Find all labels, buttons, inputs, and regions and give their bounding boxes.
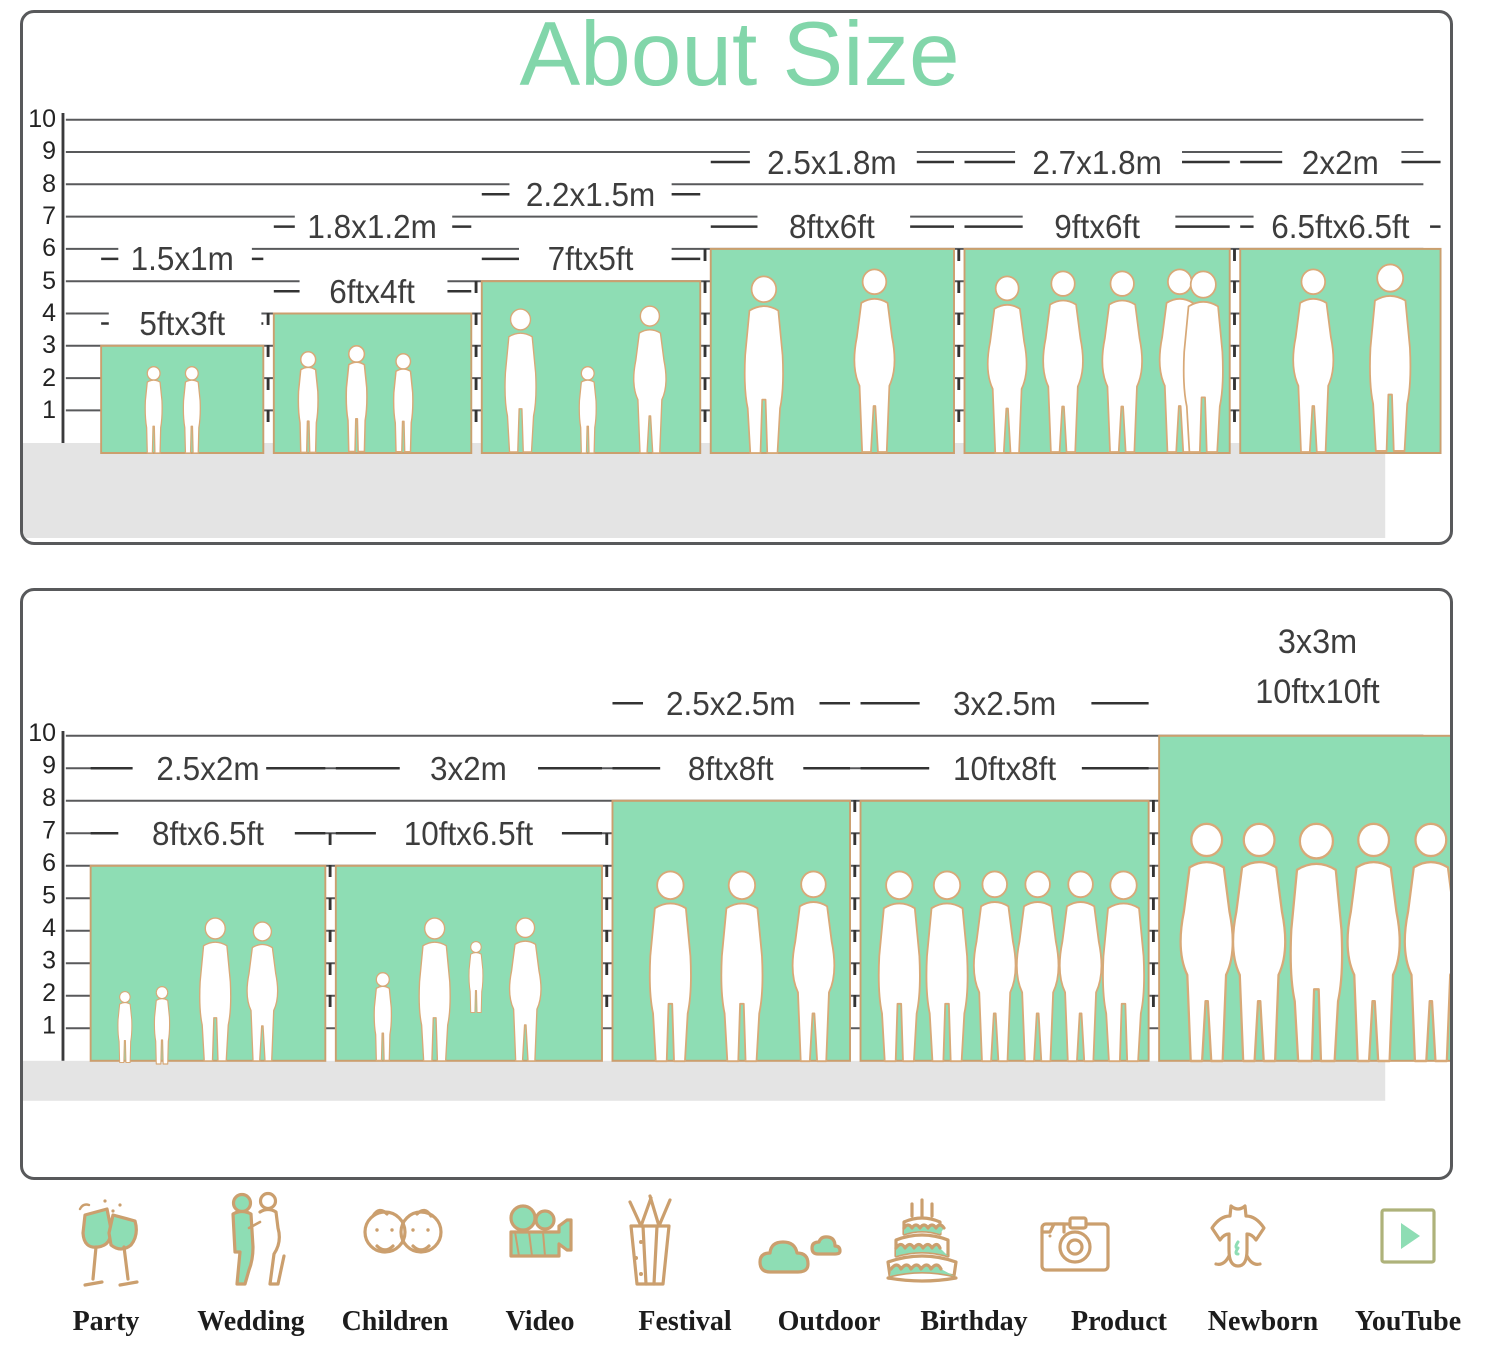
svg-text:Product: Product [1071, 1306, 1168, 1337]
svg-text:Newborn: Newborn [1208, 1306, 1319, 1337]
svg-text:9ftx6ft: 9ftx6ft [1054, 208, 1140, 245]
svg-text:3: 3 [42, 331, 56, 359]
svg-text:2.2x1.5m: 2.2x1.5m [526, 176, 655, 213]
svg-text:9: 9 [42, 137, 56, 165]
svg-text:Outdoor: Outdoor [778, 1306, 881, 1337]
svg-text:10ftx10ft: 10ftx10ft [1255, 673, 1379, 711]
svg-text:8ftx6.5ft: 8ftx6.5ft [152, 815, 264, 852]
svg-text:7ftx5ft: 7ftx5ft [548, 240, 634, 277]
svg-text:2.5x2m: 2.5x2m [156, 750, 259, 787]
svg-text:1.8x1.2m: 1.8x1.2m [307, 208, 436, 245]
svg-text:4: 4 [42, 914, 56, 942]
svg-text:6ftx4ft: 6ftx4ft [329, 273, 415, 310]
svg-text:Children: Children [342, 1306, 449, 1337]
svg-text:3: 3 [42, 946, 56, 974]
svg-text:5: 5 [42, 881, 56, 909]
svg-text:6: 6 [42, 234, 56, 262]
svg-text:2.7x1.8m: 2.7x1.8m [1032, 144, 1161, 181]
svg-text:1: 1 [42, 1011, 56, 1039]
svg-text:Birthday: Birthday [920, 1306, 1027, 1337]
svg-text:6: 6 [42, 849, 56, 877]
svg-text:Video: Video [506, 1306, 575, 1337]
svg-text:5: 5 [42, 267, 56, 295]
svg-text:10: 10 [28, 105, 56, 133]
svg-text:5ftx3ft: 5ftx3ft [139, 305, 225, 342]
svg-text:7: 7 [42, 202, 56, 230]
svg-text:10: 10 [28, 719, 56, 747]
svg-text:1: 1 [42, 396, 56, 424]
svg-text:3x2m: 3x2m [430, 750, 507, 787]
svg-text:8ftx6ft: 8ftx6ft [789, 208, 875, 245]
svg-text:8ftx8ft: 8ftx8ft [688, 750, 774, 787]
svg-text:Party: Party [73, 1306, 140, 1337]
svg-text:10ftx8ft: 10ftx8ft [953, 750, 1056, 787]
svg-text:3x2.5m: 3x2.5m [953, 685, 1056, 722]
svg-text:2: 2 [42, 364, 56, 392]
svg-text:8: 8 [42, 170, 56, 198]
svg-text:2.5x2.5m: 2.5x2.5m [666, 685, 795, 722]
svg-text:7: 7 [42, 816, 56, 844]
svg-text:9: 9 [42, 751, 56, 779]
svg-text:YouTube: YouTube [1355, 1306, 1461, 1337]
svg-text:2: 2 [42, 979, 56, 1007]
svg-text:Festival: Festival [638, 1306, 732, 1337]
svg-text:3x3m: 3x3m [1278, 623, 1357, 661]
svg-text:4: 4 [42, 299, 56, 327]
svg-text:2x2m: 2x2m [1302, 144, 1379, 181]
svg-text:10ftx6.5ft: 10ftx6.5ft [404, 815, 533, 852]
svg-text:1.5x1m: 1.5x1m [131, 240, 234, 277]
svg-text:6.5ftx6.5ft: 6.5ftx6.5ft [1271, 208, 1409, 245]
svg-text:Wedding: Wedding [197, 1306, 304, 1337]
svg-text:2.5x1.8m: 2.5x1.8m [767, 144, 896, 181]
svg-text:8: 8 [42, 784, 56, 812]
